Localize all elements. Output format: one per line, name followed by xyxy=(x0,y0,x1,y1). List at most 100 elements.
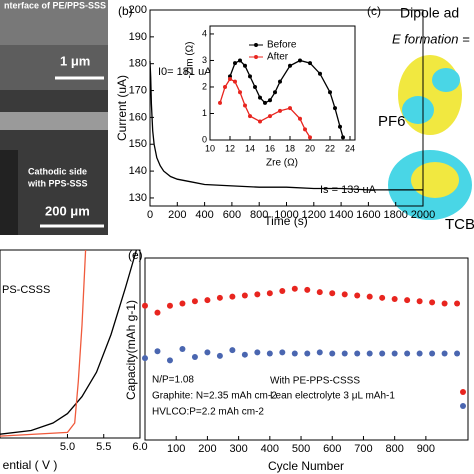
annotation: With PE-PPS-CSSS xyxy=(270,376,360,387)
orbital xyxy=(432,68,460,92)
x-tick-label: 18 xyxy=(285,143,295,153)
sem-inset xyxy=(0,150,18,235)
point xyxy=(266,290,273,297)
panel-label: (c) xyxy=(367,4,381,18)
annotation: PS-CSSS xyxy=(2,284,50,296)
y-axis-label: -Zim (Ω) xyxy=(185,42,196,79)
x-tick-label: 1600 xyxy=(356,209,380,221)
sem-text: with PPS-SSS xyxy=(27,178,88,188)
point xyxy=(429,299,436,306)
panel-label: (e) xyxy=(128,248,143,262)
sem-panel: nterface of PE/PPS-SSS 1 μm Cathodic sid… xyxy=(0,0,108,235)
marker xyxy=(263,100,267,105)
point xyxy=(229,293,236,300)
y-tick-label: 1 xyxy=(202,108,207,118)
marker xyxy=(268,98,272,103)
molecule-label: PF6 xyxy=(378,113,406,130)
legend-label: After xyxy=(267,52,289,63)
marker xyxy=(238,90,242,95)
molecule-label: TCB xyxy=(445,216,474,233)
x-tick-label: 1400 xyxy=(329,209,353,221)
point xyxy=(429,350,436,357)
dft-panel: (c) Dipole ad E formation = PF6 TCB xyxy=(367,4,474,233)
x-tick-label: 0 xyxy=(147,209,153,221)
point xyxy=(316,349,323,356)
y-tick-label: 180 xyxy=(129,58,147,70)
marker xyxy=(298,58,302,63)
marker xyxy=(233,61,237,66)
x-tick-label: 200 xyxy=(168,209,186,221)
point xyxy=(404,350,411,357)
x-tick-label: 900 xyxy=(417,443,435,455)
sem-texture xyxy=(0,0,108,45)
x-tick-label: 200 xyxy=(198,443,216,455)
scale-label: 200 μm xyxy=(45,203,90,218)
marker xyxy=(341,135,345,140)
point xyxy=(266,350,273,357)
formula: E formation = xyxy=(392,31,470,46)
marker xyxy=(248,114,252,119)
point xyxy=(354,350,361,357)
orbital xyxy=(411,162,459,198)
x-tick-label: 1000 xyxy=(274,209,298,221)
annotation: HVLCO:P=2.2 mAh cm-2 xyxy=(152,407,264,418)
point xyxy=(216,294,223,301)
legend-marker xyxy=(460,389,466,395)
marker xyxy=(243,103,247,108)
y-tick-label: 150 xyxy=(129,138,147,150)
marker xyxy=(278,108,282,113)
line xyxy=(149,60,423,191)
point xyxy=(341,350,348,357)
y-tick-label: 200 xyxy=(129,4,147,16)
x-tick-label: 14 xyxy=(245,143,255,153)
point xyxy=(191,353,198,360)
x-tick-label: 20 xyxy=(305,143,315,153)
point xyxy=(391,350,398,357)
marker xyxy=(338,124,342,129)
point xyxy=(304,350,311,357)
sem-layer xyxy=(0,112,108,130)
point xyxy=(454,350,461,357)
line xyxy=(0,249,87,437)
x-tick-label: 700 xyxy=(354,443,372,455)
marker xyxy=(248,74,252,79)
point xyxy=(391,295,398,302)
x-tick-label: 16 xyxy=(265,143,275,153)
x-tick-label: 800 xyxy=(385,443,403,455)
y-tick-label: 140 xyxy=(129,165,147,177)
panel-title: Dipole ad xyxy=(400,5,459,21)
point xyxy=(316,289,323,296)
point xyxy=(154,309,161,316)
x-tick-label: 600 xyxy=(323,443,341,455)
annotation: I0= 181 uA xyxy=(158,66,212,78)
x-tick-label: 5.5 xyxy=(96,441,111,453)
marker xyxy=(218,100,222,105)
point xyxy=(366,350,373,357)
point xyxy=(329,290,336,297)
legend-marker xyxy=(254,43,258,47)
point xyxy=(279,287,286,294)
sem-text: Cathodic side xyxy=(28,166,87,176)
y-axis-label: Capacity(mAh g-1) xyxy=(124,300,138,400)
legend-marker xyxy=(254,55,258,59)
marker xyxy=(308,135,312,140)
point xyxy=(379,350,386,357)
x-axis-label: Cycle Number xyxy=(268,459,344,473)
marker xyxy=(288,106,292,111)
marker xyxy=(303,127,307,132)
point xyxy=(254,349,261,356)
marker xyxy=(268,114,272,119)
marker xyxy=(253,84,257,89)
y-tick-label: 2 xyxy=(202,81,207,91)
marker xyxy=(258,119,262,124)
point xyxy=(229,347,236,354)
x-tick-label: 1800 xyxy=(383,209,407,221)
point xyxy=(204,297,211,304)
point xyxy=(241,351,248,358)
scale-label: 1 μm xyxy=(60,53,90,68)
marker xyxy=(243,63,247,68)
point xyxy=(416,350,423,357)
point xyxy=(454,300,461,307)
point xyxy=(166,302,173,309)
